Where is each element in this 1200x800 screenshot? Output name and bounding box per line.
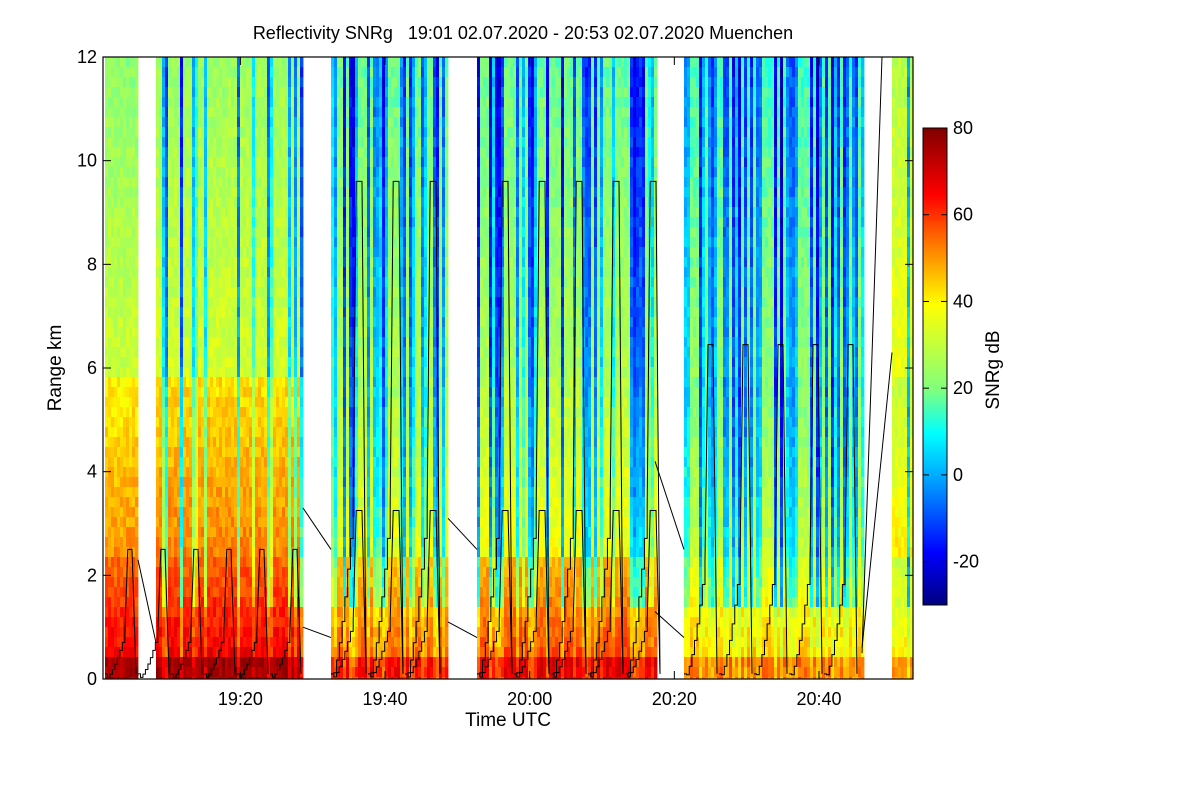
colorbar-label: SNRg dB <box>983 330 1004 409</box>
y-axis-label: Range km <box>45 325 66 412</box>
gap-connector <box>302 626 332 639</box>
y-tick-label: 12 <box>77 47 97 67</box>
y-tick-label: 6 <box>87 358 97 378</box>
x-tick-label: 20:20 <box>652 689 697 709</box>
colorbar-tick-label: 20 <box>953 378 973 398</box>
gap-connector <box>137 559 157 643</box>
y-axis: 0 2 4 6 8 10 12 <box>77 47 913 689</box>
data-segment <box>331 57 449 679</box>
gap-connector <box>447 621 478 638</box>
scan-line-low <box>105 548 302 678</box>
gap-connector <box>447 517 478 550</box>
x-axis: 19:20 19:40 20:00 20:20 20:40 <box>218 57 842 709</box>
y-tick-label: 4 <box>87 462 97 482</box>
scan-line-high <box>331 180 441 675</box>
chart-title: Reflectivity SNRg 19:01 02.07.2020 - 20:… <box>253 23 793 43</box>
y-tick-label: 8 <box>87 254 97 274</box>
gap-connector <box>861 352 893 648</box>
data-segment <box>684 57 865 679</box>
scan-lines <box>105 57 893 678</box>
colorbar-tick-label: 80 <box>953 118 973 138</box>
x-tick-label: 19:40 <box>363 689 408 709</box>
scan-line-far <box>684 344 858 676</box>
x-tick-label: 20:00 <box>507 689 552 709</box>
scan-line-mid <box>331 510 441 678</box>
colorbar-tick-label: 60 <box>953 205 973 225</box>
gap-connector <box>654 461 685 550</box>
y-tick-label: 0 <box>87 669 97 689</box>
scan-line-mid-2 <box>477 510 661 678</box>
colorbar: -20 0 20 40 60 80 <box>922 118 979 606</box>
data-segment <box>156 57 304 679</box>
x-tick-label: 20:40 <box>796 689 841 709</box>
y-tick-label: 2 <box>87 565 97 585</box>
data-segment <box>892 57 913 679</box>
x-axis-label: Time UTC <box>465 710 551 731</box>
x-tick-label: 19:20 <box>218 689 263 709</box>
y-tick-label: 10 <box>77 151 97 171</box>
colorbar-gradient <box>922 127 948 606</box>
colorbar-tick-label: -20 <box>953 552 979 572</box>
data-segment <box>477 57 658 679</box>
scan-line-high-2 <box>477 180 661 675</box>
gap-connector <box>654 611 685 638</box>
gap-connector <box>302 507 332 550</box>
colorbar-tick-label: 40 <box>953 291 973 311</box>
colorbar-tick-label: 0 <box>953 465 963 485</box>
gap-connector <box>861 57 883 654</box>
